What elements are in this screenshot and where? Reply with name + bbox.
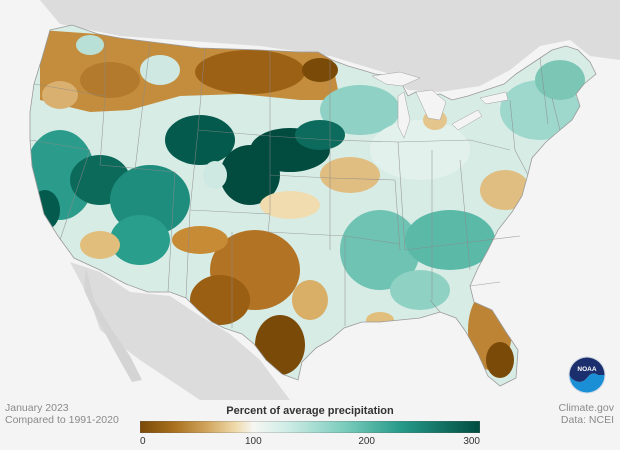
map-date: January 2023 — [5, 402, 69, 414]
footer-right: Climate.gov Data: NCEI — [559, 402, 614, 426]
legend-tick-300: 300 — [463, 436, 480, 447]
footer-left: January 2023 Compared to 1991-2020 — [5, 402, 119, 426]
us-precip-field — [30, 25, 596, 386]
noaa-logo: NOAA — [568, 356, 606, 394]
great-lakes — [371, 71, 509, 139]
us-outline — [29, 24, 597, 387]
noaa-logo-text: NOAA — [577, 366, 596, 373]
baseline-period: Compared to 1991-2020 — [5, 414, 119, 426]
precipitation-map — [0, 0, 620, 400]
legend-title: Percent of average precipitation — [226, 405, 394, 417]
legend-tick-100: 100 — [244, 436, 262, 447]
data-credit: Data: NCEI — [560, 414, 614, 426]
legend-tick-200: 200 — [358, 436, 375, 447]
legend-tick-0: 0 — [140, 436, 146, 447]
legend-colorbar — [140, 421, 480, 433]
background-land — [0, 0, 620, 400]
source-credit: Climate.gov — [558, 402, 614, 414]
state-borders — [29, 40, 561, 328]
